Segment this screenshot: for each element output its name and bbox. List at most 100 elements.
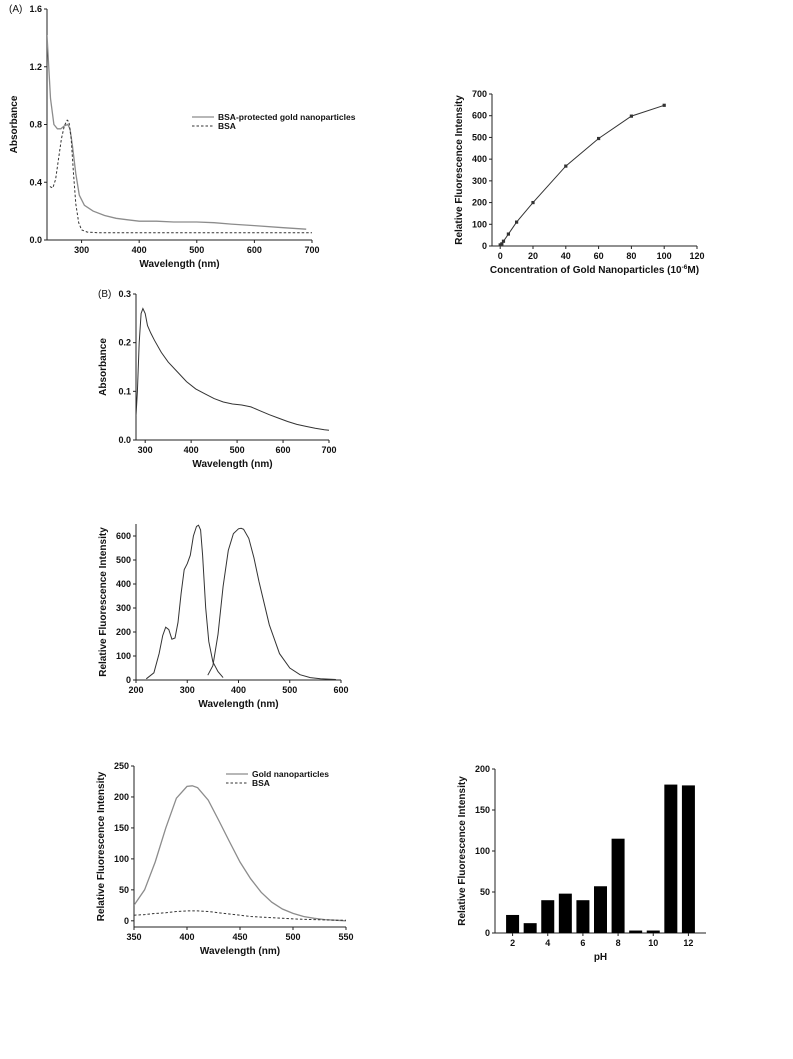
y-tick-label: 200 [472,198,487,208]
y-tick-label: 500 [116,555,131,565]
series-line [207,527,336,680]
y-tick-label: 0.0 [29,235,42,245]
x-tick-label: 8 [616,938,621,948]
bar [664,784,678,933]
x-axis-title-text: Concentration of Gold Nanoparticles (10 [490,265,682,276]
x-tick-label: 40 [561,251,571,261]
data-point [498,243,502,247]
x-tick-label: 600 [333,685,348,695]
x-tick-label: 400 [184,445,199,455]
x-tick-label: 700 [304,245,319,255]
bar [523,923,537,933]
x-tick-label: 450 [232,932,247,942]
y-tick-label: 50 [480,887,490,897]
x-tick-label: 300 [74,245,89,255]
y-tick-label: 100 [472,219,487,229]
y-tick-label: 200 [114,792,129,802]
x-axis-title: Wavelength (nm) [192,459,272,470]
y-axis-title: Relative Fluorescence Intensity [457,776,468,926]
series-line [145,524,224,680]
y-axis-title: Relative Fluorescence Intensity [96,771,107,921]
y-tick-label: 200 [475,764,490,774]
data-point [662,103,666,107]
y-tick-label: 1.2 [29,62,42,72]
y-tick-label: 50 [119,885,129,895]
x-axis-title: Wavelength (nm) [198,699,278,710]
y-tick-label: 0 [124,916,129,926]
x-tick-label: 550 [338,932,353,942]
x-tick-label: 20 [528,251,538,261]
y-tick-label: 0 [126,675,131,685]
legend-label: BSA [218,121,236,131]
bar [541,900,555,933]
x-tick-label: 350 [126,932,141,942]
data-point [506,232,510,236]
x-tick-label: 4 [545,938,550,948]
y-axis-title: Relative Fluorescence Intensity [454,95,465,245]
y-tick-label: 0 [485,928,490,938]
panel-label: (B) [98,289,111,300]
ph-fluorescence-bar-chart: 2 4 6 8 10 12 0 50 100 150 200 pH Relative Fluoresce… [457,764,706,963]
y-tick-label: 300 [472,176,487,186]
y-tick-label: 100 [116,651,131,661]
x-axis-title: Wavelength (nm) [200,946,280,957]
y-tick-label: 1.6 [29,4,42,14]
bar [646,930,660,933]
y-tick-label: 0.1 [118,386,131,396]
y-tick-label: 0.3 [118,289,131,299]
x-axis-title: Wavelength (nm) [139,259,219,270]
y-tick-label: 150 [475,805,490,815]
bar [576,900,590,933]
x-axis-title-text: Wavelength (nm) [139,259,219,270]
x-axis-title-text: pH [594,952,607,963]
bar [681,785,695,933]
y-tick-label: 200 [116,627,131,637]
x-tick-label: 12 [683,938,693,948]
data-point [501,239,506,243]
x-axis-title-text: Wavelength (nm) [200,946,280,957]
y-tick-label: 500 [472,132,487,142]
y-tick-label: 0.4 [29,177,42,187]
x-tick-label: 6 [580,938,585,948]
y-tick-label: 0.2 [118,338,131,348]
x-tick-label: 600 [276,445,291,455]
y-axis-title: Relative Fluorescence Intensity [98,527,109,677]
series-line [499,104,665,246]
data-point [629,114,633,118]
excitation-emission-chart: 200 300 400 500 600 0 100 200 300 400 500 600 Wavele… [98,524,349,710]
series-line [49,119,312,234]
x-tick-label: 200 [128,685,143,695]
legend-label: BSA [252,778,270,788]
x-tick-label: 400 [179,932,194,942]
fluorescence-concentration-chart: 0 20 40 60 80 100 120 0 100 200 300 400 500 600 700 Con… [454,89,705,276]
absorbance-chart-b: 300 400 500 600 700 0.0 0.1 0.2 0.3 Wavelength (n… [98,289,337,470]
x-tick-label: 2 [510,938,515,948]
data-point [531,200,535,205]
y-tick-label: 250 [114,761,129,771]
x-tick-label: 500 [230,445,245,455]
bar [594,886,607,933]
y-tick-label: 0.8 [29,120,42,130]
absorbance-chart-a: 300 400 500 600 700 0.0 0.4 0.8 1.2 1.6 Wavelength… [9,4,356,270]
bar [506,914,520,933]
series-line [134,785,347,922]
panel-label: (A) [9,4,22,15]
data-point [564,164,568,168]
x-tick-label: 60 [594,251,604,261]
x-tick-label: 300 [180,685,195,695]
series-line [134,910,346,921]
data-point [597,136,601,141]
y-tick-label: 100 [114,854,129,864]
bar [611,838,625,933]
y-tick-label: 400 [116,579,131,589]
y-tick-label: 300 [116,603,131,613]
x-tick-label: 80 [626,251,636,261]
bar [558,893,572,933]
bar [629,930,643,933]
y-tick-label: 700 [472,89,487,99]
x-axis-title: Concentration of Gold Nanoparticles (10-… [490,264,699,276]
y-tick-label: 400 [472,154,487,164]
x-tick-label: 300 [138,445,153,455]
fluorescence-spectra-chart: 350 400 450 500 550 0 50 100 150 200 250 Wavelength… [96,761,354,957]
y-tick-label: 150 [114,823,129,833]
